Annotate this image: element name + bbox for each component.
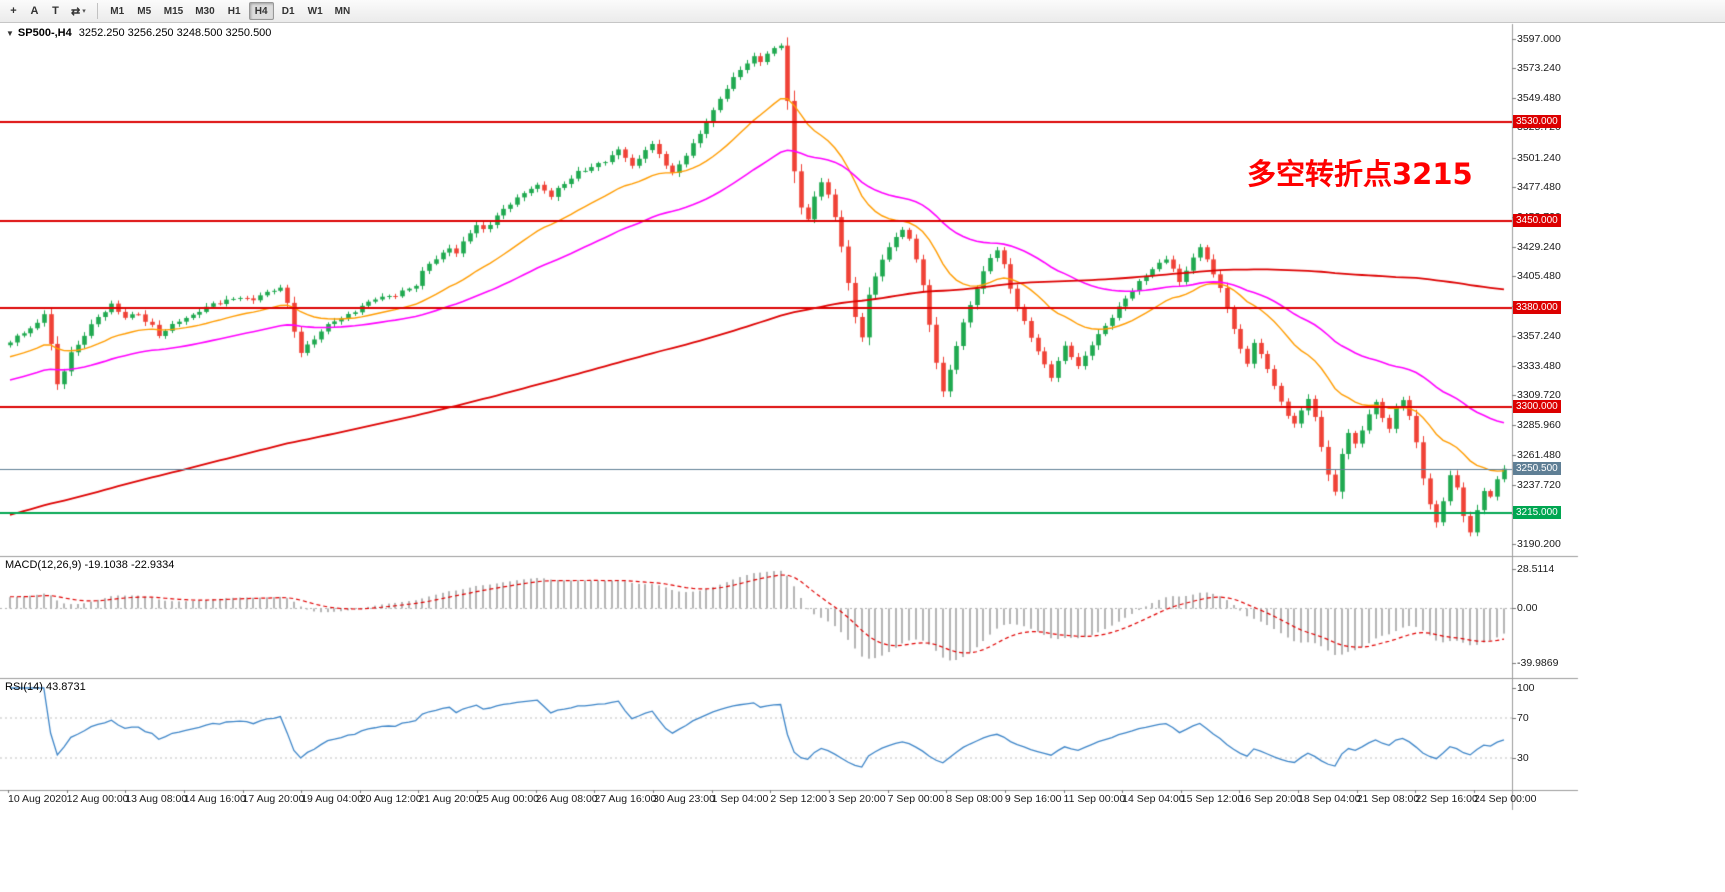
text-label-tool-button[interactable]: T (45, 2, 66, 21)
timeframe-button-mn[interactable]: MN (334, 5, 351, 17)
timeframe-button-h1[interactable]: H1 (227, 5, 241, 17)
timeframe-button-d1[interactable]: D1 (281, 5, 295, 17)
toolbar-separator (96, 3, 98, 19)
text-label-icon: T (52, 5, 59, 17)
objects-icon: ⇄ (71, 5, 81, 18)
timeframe-button-m30[interactable]: M30 (195, 5, 215, 17)
timeframe-button-m1[interactable]: M1 (110, 5, 125, 17)
timeframe-button-m5[interactable]: M5 (137, 5, 152, 17)
toolbar-tools-group: + A T ⇄ ▾ (3, 2, 91, 21)
timeframe-button-h4[interactable]: H4 (248, 2, 274, 20)
objects-tool-button[interactable]: ⇄ ▾ (66, 2, 91, 21)
text-icon: A (30, 5, 39, 17)
toolbar: + A T ⇄ ▾ M1 M5 M15 M30 H1 H4 D1 W1 MN (0, 0, 1725, 23)
timeframe-button-m15[interactable]: M15 (163, 5, 184, 17)
crosshair-tool-button[interactable]: + (3, 2, 24, 21)
annotation-text[interactable]: 多空转折点3215 (1247, 157, 1473, 191)
text-tool-button[interactable]: A (24, 2, 45, 21)
dropdown-caret-icon: ▾ (82, 8, 86, 15)
timeframe-toolbar: M1 M5 M15 M30 H1 H4 D1 W1 MN (104, 2, 356, 20)
crosshair-icon: + (10, 5, 17, 17)
chart-dropdown-icon[interactable]: ▼ (6, 29, 14, 38)
timeframe-button-w1[interactable]: W1 (307, 5, 323, 17)
